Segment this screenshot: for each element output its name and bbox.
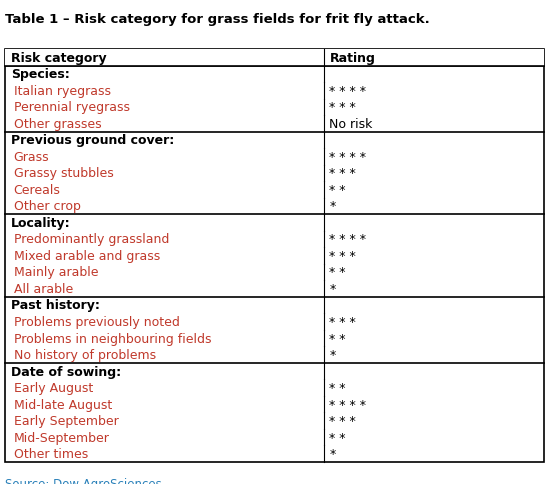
Text: * *: * * [329, 381, 346, 394]
Text: Other times: Other times [14, 447, 88, 460]
Text: * *: * * [329, 266, 346, 279]
Text: All arable: All arable [14, 282, 73, 295]
Text: * * * *: * * * * [329, 85, 366, 98]
Bar [6, 50, 543, 66]
Text: Mixed arable and grass: Mixed arable and grass [14, 249, 160, 262]
Text: Source: Dow AgroSciences: Source: Dow AgroSciences [6, 477, 162, 484]
Text: Cereals: Cereals [14, 183, 61, 197]
Text: Mid-September: Mid-September [14, 431, 110, 444]
Text: Species:: Species: [11, 68, 70, 81]
Text: Table 1 – Risk category for grass fields for frit fly attack.: Table 1 – Risk category for grass fields… [6, 13, 430, 26]
Text: Rating: Rating [329, 52, 375, 64]
Text: * * * *: * * * * [329, 151, 366, 164]
Text: * * *: * * * [329, 101, 356, 114]
Text: * * *: * * * [329, 249, 356, 262]
Text: * * * *: * * * * [329, 233, 366, 246]
Text: Predominantly grassland: Predominantly grassland [14, 233, 169, 246]
Text: * * *: * * * [329, 167, 356, 180]
Text: Locality:: Locality: [11, 216, 71, 229]
Text: Problems in neighbouring fields: Problems in neighbouring fields [14, 332, 211, 345]
Text: Problems previously noted: Problems previously noted [14, 316, 180, 328]
Text: *: * [329, 282, 336, 295]
Text: * * * *: * * * * [329, 398, 366, 411]
Text: *: * [329, 348, 336, 361]
Text: Mid-late August: Mid-late August [14, 398, 112, 411]
Text: Mainly arable: Mainly arable [14, 266, 98, 279]
Text: Previous ground cover:: Previous ground cover: [11, 134, 174, 147]
Text: Early August: Early August [14, 381, 93, 394]
Text: Italian ryegrass: Italian ryegrass [14, 85, 111, 98]
Text: Other crop: Other crop [14, 200, 80, 213]
Text: Perennial ryegrass: Perennial ryegrass [14, 101, 129, 114]
Text: Risk category: Risk category [11, 52, 106, 64]
Text: Early September: Early September [14, 414, 118, 427]
Text: *: * [329, 200, 336, 213]
Text: * * *: * * * [329, 316, 356, 328]
Text: * *: * * [329, 431, 346, 444]
Text: * *: * * [329, 332, 346, 345]
Text: Grass: Grass [14, 151, 50, 164]
Text: Past history:: Past history: [11, 299, 100, 312]
Text: * * *: * * * [329, 414, 356, 427]
Text: * *: * * [329, 183, 346, 197]
Text: No history of problems: No history of problems [14, 348, 156, 361]
Text: Other grasses: Other grasses [14, 118, 101, 131]
Text: No risk: No risk [329, 118, 373, 131]
Text: *: * [329, 447, 336, 460]
Text: Grassy stubbles: Grassy stubbles [14, 167, 114, 180]
Text: Date of sowing:: Date of sowing: [11, 365, 121, 378]
